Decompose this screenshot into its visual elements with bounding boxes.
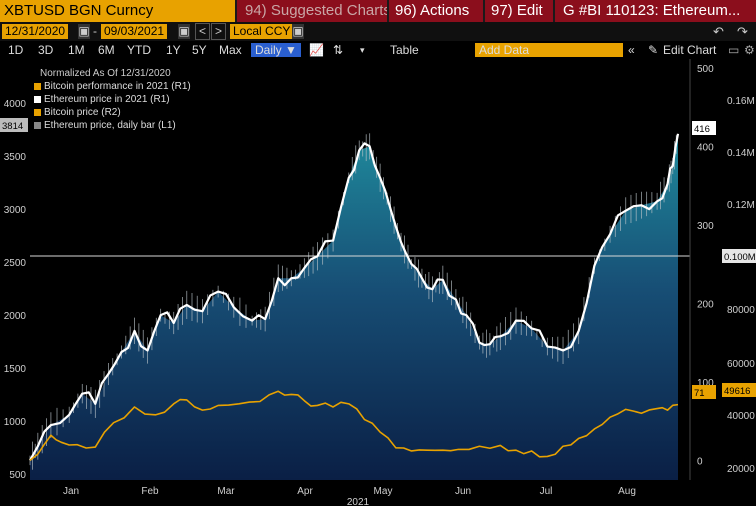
left-axis-tick: 3000	[4, 205, 27, 216]
legend-title: Normalized As Of 12/31/2020	[40, 68, 171, 79]
frequency-dropdown[interactable]: Daily ▼	[251, 43, 301, 57]
ticker-field[interactable]: XBTUSD BGN Curncy	[0, 0, 235, 22]
right2-axis-tick: 20000	[727, 464, 755, 475]
right1-axis-tick: 400	[697, 142, 714, 153]
right2-axis-tick: 0.12M	[727, 200, 755, 211]
start-date-field[interactable]: 12/31/2020	[2, 24, 69, 39]
period-6m[interactable]: 6M	[98, 43, 115, 57]
redo-icon[interactable]: ↷	[737, 24, 748, 39]
table-button[interactable]: Table	[390, 43, 419, 57]
date-range-bar: 12/31/2020 ▣ - 09/03/2021 ▣ < > Local CC…	[0, 22, 756, 41]
x-axis-month: Aug	[618, 486, 636, 497]
period-ytd[interactable]: YTD	[127, 43, 151, 57]
price-chart[interactable]: 4000350030002500200015001000500381450040…	[0, 59, 756, 506]
period-max[interactable]: Max	[219, 43, 242, 57]
axis-layer: 4000350030002500200015001000500381450040…	[0, 59, 756, 506]
period-1d[interactable]: 1D	[8, 43, 24, 57]
edit-menu[interactable]: 97) Edit	[485, 0, 553, 22]
legend-swatch	[34, 108, 41, 116]
reference-tag: 0.100M	[724, 252, 756, 263]
left-axis-tick: 500	[9, 470, 26, 481]
right2-axis-tick: 40000	[727, 411, 755, 422]
calendar-icon-start[interactable]: ▣	[78, 24, 90, 39]
fullscreen-icon[interactable]: ▭	[728, 43, 740, 57]
reference-tag-bg	[722, 249, 756, 263]
command-bar: XBTUSD BGN Curncy 94) Suggested Charts 9…	[0, 0, 756, 22]
nav-prev-button[interactable]: <	[195, 23, 210, 40]
right1-axis-tick: 500	[697, 64, 714, 75]
collapse-icon[interactable]: «	[628, 43, 635, 57]
bitcoin-price-tag: 49616	[724, 386, 750, 397]
right1-axis-tick: 100	[697, 378, 714, 389]
x-axis-month: Feb	[141, 486, 159, 497]
gear-icon[interactable]: ⚙	[744, 43, 755, 57]
ethereum-last-tag-bg	[692, 121, 716, 135]
left-last-tag-bg	[0, 118, 28, 132]
currency-field[interactable]: Local CCY	[230, 24, 296, 39]
legend-label: Ethereum price in 2021 (R1)	[44, 94, 170, 105]
period-1m[interactable]: 1M	[68, 43, 85, 57]
right2-axis-tick: 0.16M	[727, 96, 755, 107]
chart-title-menu[interactable]: G #BI 110123: Ethereum...	[555, 0, 756, 22]
bitcoin-line	[29, 390, 679, 461]
x-axis-month: May	[374, 486, 393, 497]
plot-layer	[29, 133, 690, 481]
right2-axis-tick: 0.14M	[727, 148, 755, 159]
legend-swatch	[34, 121, 41, 129]
legend-item[interactable]: Ethereum price, daily bar (L1)	[34, 119, 196, 132]
pencil-icon[interactable]: ✎	[648, 43, 659, 57]
x-axis-year: 2021	[347, 497, 370, 506]
right2-axis-tick: 80000	[727, 305, 755, 316]
actions-menu[interactable]: 96) Actions	[389, 0, 483, 22]
right1-axis-tick: 0	[697, 456, 703, 467]
ethereum-last-tag: 416	[694, 124, 710, 135]
undo-icon[interactable]: ↶	[713, 24, 724, 39]
x-axis-month: Mar	[217, 486, 235, 497]
date-dash: -	[93, 24, 97, 38]
x-axis-month: Jun	[455, 486, 471, 497]
right1-axis-tick: 300	[697, 221, 714, 232]
left-axis-tick: 2500	[4, 258, 27, 269]
legend-item[interactable]: Ethereum price in 2021 (R1)	[34, 93, 196, 106]
currency-dropdown-icon[interactable]: ▣	[292, 24, 304, 39]
legend-label: Ethereum price, daily bar (L1)	[44, 120, 176, 131]
legend-item[interactable]: Bitcoin price (R2)	[34, 106, 196, 119]
x-axis-month: Jan	[63, 486, 79, 497]
period-5y[interactable]: 5Y	[192, 43, 207, 57]
bitcoin-price-tag-bg	[722, 383, 756, 397]
suggested-charts-menu[interactable]: 94) Suggested Charts	[237, 0, 387, 22]
sort-icon[interactable]: ⇅	[333, 43, 344, 57]
nav-next-button[interactable]: >	[211, 23, 226, 40]
left-last-tag: 3814	[2, 121, 23, 132]
legend-swatch	[34, 82, 41, 90]
period-3d[interactable]: 3D	[38, 43, 54, 57]
left-axis-tick: 4000	[4, 99, 27, 110]
bitcoin-last-tag-bg	[692, 385, 716, 399]
left-axis-tick: 2000	[4, 311, 27, 322]
legend-label: Bitcoin performance in 2021 (R1)	[44, 81, 191, 92]
period-1y[interactable]: 1Y	[166, 43, 181, 57]
add-data-input[interactable]: Add Data	[475, 43, 623, 57]
legend-swatch	[34, 95, 41, 103]
right2-axis-tick: 60000	[727, 359, 755, 370]
bitcoin-last-tag: 71	[694, 388, 705, 399]
line-chart-icon[interactable]: 📈	[309, 43, 324, 57]
ethereum-line	[29, 133, 680, 461]
left-axis-tick: 1000	[4, 417, 27, 428]
legend-item[interactable]: Bitcoin performance in 2021 (R1)	[34, 80, 196, 93]
x-axis-month: Jul	[540, 486, 553, 497]
left-axis-tick: 3500	[4, 152, 27, 163]
ethereum-area	[30, 133, 678, 481]
chart-legend: Normalized As Of 12/31/2020 Bitcoin perf…	[30, 64, 200, 136]
legend-label: Bitcoin price (R2)	[44, 107, 121, 118]
x-axis-month: Apr	[297, 486, 313, 497]
more-chevron-icon[interactable]: ▾	[360, 45, 365, 55]
left-axis-tick: 1500	[4, 364, 27, 375]
chart-options-bar: 1D 3D 1M 6M YTD 1Y 5Y Max Daily ▼ 📈 ⇅ ▾ …	[0, 41, 756, 59]
calendar-icon-end[interactable]: ▣	[178, 24, 190, 39]
edit-chart-button[interactable]: Edit Chart	[663, 43, 717, 57]
end-date-field[interactable]: 09/03/2021	[101, 24, 168, 39]
right1-axis-tick: 200	[697, 299, 714, 310]
